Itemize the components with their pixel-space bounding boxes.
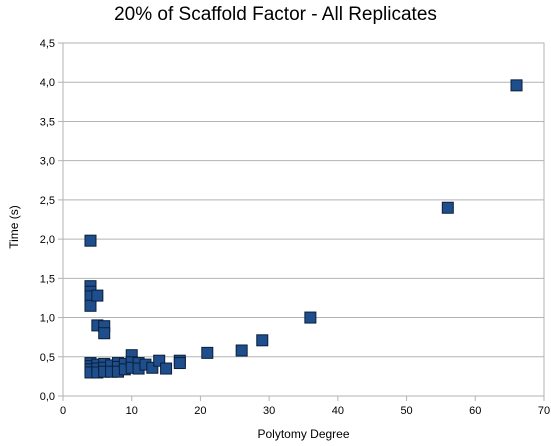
data-point [256,334,269,347]
y-tick-label: 0,0 [40,391,55,403]
y-tick-label: 2,0 [40,234,55,246]
y-tick-label: 4,0 [40,77,55,89]
x-tick-label: 60 [469,405,481,417]
plot-frame [62,42,545,397]
y-tick-label: 1,5 [40,273,55,285]
data-point [160,362,173,375]
x-tick-label: 70 [538,405,550,417]
y-axis-label: Time (s) [7,205,21,249]
data-point [91,289,104,302]
data-point [173,357,186,370]
chart-title: 20% of Scaffold Factor - All Replicates [114,4,437,25]
x-tick-label: 50 [400,405,412,417]
x-axis-label: Polytomy Degree [257,427,350,441]
data-point [153,354,166,367]
x-tick-label: 40 [332,405,344,417]
x-tick-label: 0 [60,405,66,417]
y-tick-label: 1,0 [40,313,55,325]
data-point [98,327,111,340]
y-tick-label: 4,5 [40,38,55,50]
data-point [201,346,214,359]
data-point [84,299,97,312]
y-tick-label: 3,0 [40,156,55,168]
y-tick-label: 2,5 [40,195,55,207]
data-point [146,361,159,374]
data-point [441,201,454,214]
x-tick-label: 20 [194,405,206,417]
y-tick-label: 3,5 [40,116,55,128]
x-tick-label: 10 [126,405,138,417]
data-point [304,311,317,324]
data-point [235,344,248,357]
y-tick-label: 0,5 [40,352,55,364]
data-point [510,79,523,92]
x-tick-label: 30 [263,405,275,417]
data-point [84,234,97,247]
